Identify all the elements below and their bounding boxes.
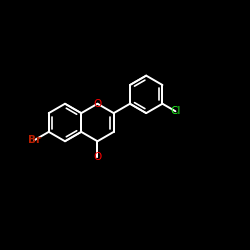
Text: O: O — [93, 99, 102, 109]
Text: Br: Br — [28, 135, 41, 145]
Text: O: O — [93, 152, 102, 162]
Text: Cl: Cl — [170, 106, 180, 116]
